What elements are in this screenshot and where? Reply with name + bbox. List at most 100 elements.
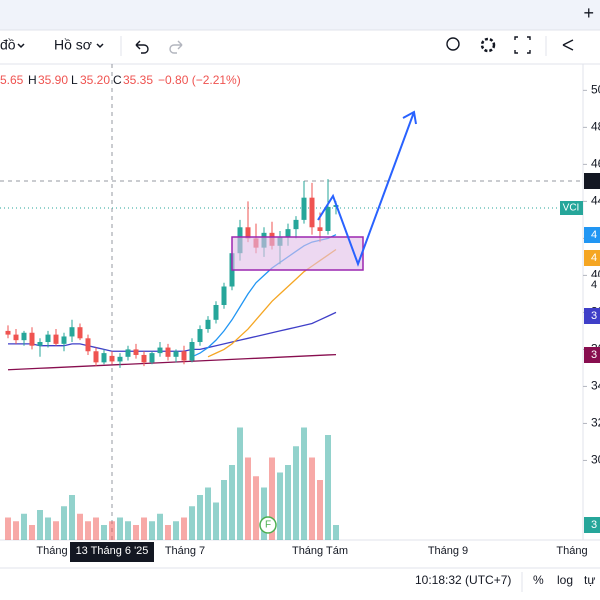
candle-body	[69, 327, 75, 337]
candle-body	[5, 330, 11, 335]
y-tick-label: 44	[591, 194, 600, 208]
candle-body	[125, 349, 131, 357]
volume-bar	[133, 525, 139, 540]
y-tick-label: 50	[591, 83, 600, 97]
legend-high: 35.90	[38, 73, 68, 87]
volume-bar	[149, 521, 155, 540]
volume-bar	[301, 427, 307, 540]
volume-bar	[189, 506, 195, 540]
volume-bar	[141, 517, 147, 540]
volume-bar	[325, 435, 331, 540]
moving-average	[8, 311, 337, 352]
volume-bar	[37, 510, 43, 540]
volume-bar	[333, 525, 339, 540]
candle-body	[309, 197, 315, 228]
candle-body	[29, 332, 35, 346]
legend: 5.65 H 35.90 L 35.20 C 35.35 −0.80 (−2.2…	[0, 73, 241, 87]
crosshair-price-bg	[584, 173, 600, 189]
price-tag: 3	[591, 349, 597, 361]
volume-bar	[85, 521, 91, 540]
candle-body	[141, 354, 147, 363]
event-marker[interactable]	[259, 516, 277, 534]
volume-bar	[197, 495, 203, 540]
volume-bar	[29, 525, 35, 540]
price-tag-bg	[584, 517, 600, 533]
price-tag: 3	[591, 519, 597, 531]
volume-bar	[245, 457, 251, 540]
y-tick-label: 40	[591, 268, 600, 282]
candle-body	[221, 286, 227, 305]
candle-body	[93, 351, 99, 363]
candle-body	[117, 356, 123, 362]
candle-body	[293, 219, 299, 230]
price-tag-bg	[584, 250, 600, 266]
x-tick-label: Tháng Tám	[292, 545, 348, 557]
percent-toggle[interactable]: %	[533, 573, 544, 587]
y-tick-label: 46	[591, 157, 600, 171]
volume-bar	[5, 517, 11, 540]
volume-bar	[181, 517, 187, 540]
legend-low-label: L	[71, 73, 78, 87]
chart-menu[interactable]: đồ	[0, 37, 16, 53]
price-tag: 3	[591, 310, 597, 322]
candle-body	[165, 347, 171, 357]
x-tick-label: Tháng 9	[428, 545, 468, 557]
share-icon[interactable]	[562, 39, 574, 51]
alert-icon[interactable]	[446, 37, 460, 51]
candle-body	[61, 336, 67, 344]
rectangle-drawing[interactable]	[231, 236, 364, 271]
x-tick-label: 13 Tháng 6 '25	[76, 545, 149, 557]
candle-body	[149, 353, 155, 363]
price-tag-bg	[584, 277, 600, 293]
candle-body	[133, 349, 139, 355]
chevron	[96, 43, 104, 49]
candle-body	[101, 353, 107, 363]
candle-body	[77, 327, 83, 339]
fullscreen-icon[interactable]	[514, 36, 531, 54]
price-tag: 4	[591, 279, 597, 291]
candle-body	[213, 305, 219, 320]
candle-body	[21, 332, 27, 341]
settings-icon[interactable]	[480, 37, 496, 53]
candle-body	[197, 329, 203, 343]
volume-bar	[61, 506, 67, 540]
candle-body	[181, 351, 187, 361]
symbol-tag: VCI	[563, 203, 580, 214]
price-tag-bg	[584, 227, 600, 243]
marks	[5, 179, 339, 540]
candle-body	[37, 342, 43, 346]
candle-body	[245, 227, 251, 239]
candle-body	[53, 334, 59, 344]
volume-bar	[21, 513, 27, 540]
new-tab[interactable]: +	[583, 3, 594, 23]
auto-toggle[interactable]: tự	[584, 573, 595, 587]
browser-bar	[0, 0, 600, 30]
candle-body	[317, 227, 323, 231]
clock: 10:18:32 (UTC+7)	[415, 573, 511, 587]
candle-body	[173, 351, 179, 357]
candle-body	[13, 334, 19, 341]
y-tick-label: 48	[591, 120, 600, 134]
volume-bar	[45, 517, 51, 540]
legend-high-label: H	[28, 73, 37, 87]
x-tick-label: Tháng 7	[165, 545, 205, 557]
volume-bar	[213, 502, 219, 540]
volume-bar	[157, 513, 163, 540]
price-tag: 4	[591, 252, 597, 264]
profile-menu[interactable]: Hồ sơ	[54, 37, 92, 53]
volume-bar	[101, 525, 107, 540]
arrow-drawing[interactable]	[317, 110, 417, 267]
volume-bar	[253, 476, 259, 540]
candle-body	[285, 229, 291, 237]
candle-body	[325, 206, 331, 231]
volume-bar	[221, 480, 227, 540]
log-toggle[interactable]: log	[557, 573, 573, 587]
volume-bar	[293, 446, 299, 540]
undo-icon[interactable]	[135, 40, 149, 54]
candle-body	[85, 338, 91, 352]
price-tag-bg	[584, 308, 600, 324]
redo-icon[interactable]	[169, 40, 183, 54]
y-tick-label: 32	[591, 416, 600, 430]
volume-bar	[69, 495, 75, 540]
